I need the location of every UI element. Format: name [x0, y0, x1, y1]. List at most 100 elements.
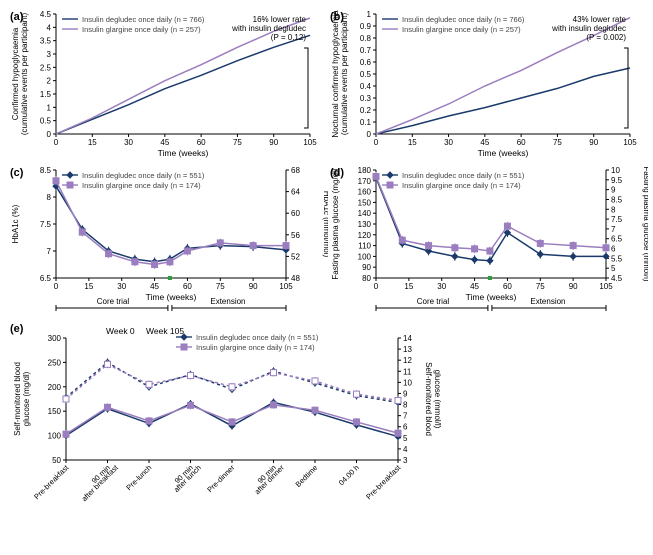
- svg-text:8.5: 8.5: [40, 166, 52, 175]
- svg-text:100: 100: [48, 432, 62, 441]
- svg-text:30: 30: [117, 282, 126, 291]
- panel-a: (a)015304560759010500.511.522.533.544.5T…: [8, 8, 328, 158]
- svg-text:Extension: Extension: [210, 297, 245, 306]
- svg-text:2.5: 2.5: [40, 63, 52, 72]
- svg-text:7: 7: [611, 225, 616, 234]
- svg-text:9.5: 9.5: [611, 176, 623, 185]
- svg-text:60: 60: [197, 138, 206, 147]
- svg-text:100: 100: [358, 252, 372, 261]
- svg-text:0.1: 0.1: [360, 118, 372, 127]
- svg-text:48: 48: [291, 274, 300, 283]
- svg-text:11: 11: [403, 367, 412, 376]
- svg-text:12: 12: [403, 356, 412, 365]
- svg-text:0.5: 0.5: [40, 117, 52, 126]
- svg-text:14: 14: [403, 334, 412, 343]
- svg-text:(P = 0.12): (P = 0.12): [271, 33, 307, 42]
- svg-text:0.6: 0.6: [360, 58, 372, 67]
- svg-text:5: 5: [403, 434, 408, 443]
- svg-text:Time (weeks): Time (weeks): [146, 292, 197, 302]
- svg-text:7: 7: [47, 247, 52, 256]
- svg-text:0.2: 0.2: [360, 106, 372, 115]
- svg-text:105: 105: [279, 282, 293, 291]
- svg-text:Insulin glargine once daily (n: Insulin glargine once daily (n = 257): [82, 25, 201, 34]
- svg-text:Pre-dinner: Pre-dinner: [205, 463, 236, 494]
- svg-text:15: 15: [404, 282, 413, 291]
- svg-text:180: 180: [358, 166, 372, 175]
- svg-text:4: 4: [403, 445, 408, 454]
- svg-text:Self-monitored blood: Self-monitored blood: [13, 362, 22, 436]
- svg-text:250: 250: [48, 358, 62, 367]
- svg-text:43% lower rate: 43% lower rate: [573, 15, 627, 24]
- svg-text:90: 90: [362, 263, 371, 272]
- svg-text:50: 50: [52, 456, 61, 465]
- svg-text:Week 0: Week 0: [106, 326, 135, 336]
- svg-text:90: 90: [589, 138, 598, 147]
- svg-text:110: 110: [358, 242, 371, 251]
- svg-text:4.5: 4.5: [611, 274, 623, 283]
- svg-text:10: 10: [611, 166, 620, 175]
- svg-text:140: 140: [358, 209, 372, 218]
- svg-text:(e): (e): [10, 323, 24, 335]
- svg-text:90: 90: [269, 138, 278, 147]
- svg-text:HbA1c (%): HbA1c (%): [11, 204, 20, 243]
- svg-text:glucose (mg/dl): glucose (mg/dl): [22, 371, 31, 426]
- svg-text:0: 0: [374, 138, 379, 147]
- svg-text:200: 200: [48, 383, 62, 392]
- svg-text:7: 7: [403, 412, 408, 421]
- svg-text:9: 9: [403, 389, 408, 398]
- svg-text:1: 1: [367, 10, 372, 19]
- svg-text:75: 75: [536, 282, 545, 291]
- svg-text:30: 30: [437, 282, 446, 291]
- svg-text:0.8: 0.8: [360, 34, 372, 43]
- svg-text:60: 60: [503, 282, 512, 291]
- svg-text:75: 75: [216, 282, 225, 291]
- svg-text:Time (weeks): Time (weeks): [478, 148, 529, 158]
- svg-text:64: 64: [291, 188, 300, 197]
- svg-text:3.5: 3.5: [40, 37, 52, 46]
- svg-text:Insulin degludec once daily (n: Insulin degludec once daily (n = 551): [402, 171, 525, 180]
- svg-text:9: 9: [611, 186, 616, 195]
- svg-text:Insulin glargine once daily (n: Insulin glargine once daily (n = 257): [402, 25, 521, 34]
- svg-text:Fasting plasma glucose (mmol/l: Fasting plasma glucose (mmol/l): [642, 166, 648, 281]
- svg-text:5.5: 5.5: [611, 254, 623, 263]
- svg-text:60: 60: [291, 209, 300, 218]
- svg-text:glucose (mmol/l): glucose (mmol/l): [433, 370, 442, 429]
- figure-grid: (a)015304560759010500.511.522.533.544.5T…: [8, 8, 645, 520]
- svg-text:300: 300: [48, 334, 62, 343]
- panel-c: (c)01530456075901056.577.588.54852566064…: [8, 164, 328, 314]
- svg-text:105: 105: [623, 138, 637, 147]
- svg-text:150: 150: [358, 198, 372, 207]
- svg-text:Self-monitored blood: Self-monitored blood: [424, 362, 433, 436]
- svg-text:Insulin degludec once daily (n: Insulin degludec once daily (n = 551): [196, 333, 319, 342]
- svg-text:60: 60: [183, 282, 192, 291]
- svg-text:0.9: 0.9: [360, 22, 372, 31]
- svg-text:0: 0: [47, 130, 52, 139]
- svg-text:8: 8: [47, 193, 52, 202]
- svg-text:60: 60: [517, 138, 526, 147]
- svg-text:Extension: Extension: [530, 297, 565, 306]
- svg-text:0.4: 0.4: [360, 82, 372, 91]
- svg-text:0: 0: [374, 282, 379, 291]
- svg-text:(c): (c): [10, 167, 24, 179]
- svg-text:30: 30: [124, 138, 133, 147]
- svg-text:4.5: 4.5: [40, 10, 52, 19]
- svg-text:Insulin glargine once daily (n: Insulin glargine once daily (n = 174): [82, 181, 201, 190]
- svg-text:13: 13: [403, 345, 412, 354]
- svg-text:16% lower rate: 16% lower rate: [253, 15, 307, 24]
- svg-text:0.5: 0.5: [360, 70, 372, 79]
- svg-text:45: 45: [480, 138, 489, 147]
- svg-text:(cumulative events per partici: (cumulative events per participant): [20, 13, 29, 136]
- svg-text:2: 2: [47, 77, 52, 86]
- svg-text:04.00 h: 04.00 h: [337, 463, 361, 487]
- svg-text:0: 0: [54, 282, 59, 291]
- svg-text:Insulin glargine once daily (n: Insulin glargine once daily (n = 174): [196, 343, 315, 352]
- svg-text:Pre-lunch: Pre-lunch: [124, 463, 153, 492]
- svg-text:6: 6: [403, 423, 408, 432]
- svg-text:Insulin degludec once daily (n: Insulin degludec once daily (n = 766): [402, 15, 525, 24]
- svg-text:Insulin degludec once daily (n: Insulin degludec once daily (n = 766): [82, 15, 205, 24]
- svg-text:Core trial: Core trial: [97, 297, 130, 306]
- svg-text:75: 75: [233, 138, 242, 147]
- svg-text:15: 15: [408, 138, 417, 147]
- svg-text:8.5: 8.5: [611, 195, 623, 204]
- panel-b: (b)015304560759010500.10.20.30.40.50.60.…: [328, 8, 648, 158]
